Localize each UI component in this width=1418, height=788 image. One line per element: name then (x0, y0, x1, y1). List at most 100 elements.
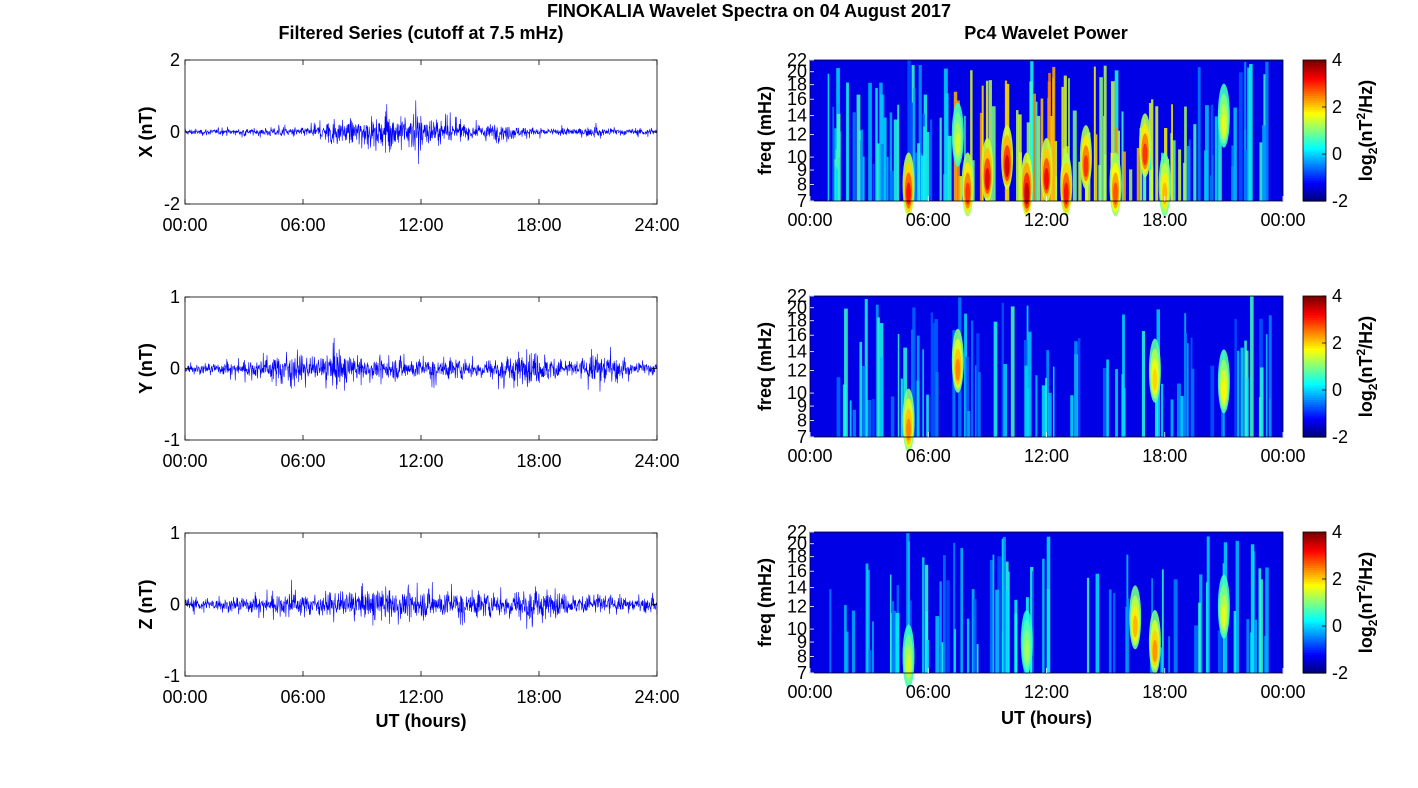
y-tick-label: 10 (787, 147, 807, 167)
colorbar-segment (1303, 321, 1326, 325)
colorbar-segment (1303, 560, 1326, 564)
colorbar-segment (1303, 397, 1326, 400)
colorbar-segment (1303, 81, 1326, 85)
colorbar-segment (1303, 626, 1326, 629)
figure-title: FINOKALIA Wavelet Spectra on 04 August 2… (547, 1, 951, 21)
colorbar-segment (1303, 390, 1326, 393)
power-hotspot (1044, 168, 1049, 191)
colorbar-segment (1303, 184, 1326, 188)
colorbar-segment (1303, 614, 1326, 618)
colorbar-segment (1303, 609, 1326, 613)
colorbar-segment (1303, 130, 1326, 134)
power-streak (872, 621, 874, 673)
power-streak (1214, 116, 1218, 201)
colorbar-segment (1303, 189, 1326, 193)
x-tick-label: 12:00 (1024, 210, 1069, 230)
colorbar-tick-label: 0 (1332, 616, 1342, 636)
colorbar-segment (1303, 548, 1326, 552)
power-streak (988, 80, 992, 201)
power-streak (1210, 365, 1215, 437)
power-hotspot (906, 654, 911, 677)
colorbar-segment (1303, 69, 1326, 73)
colorbar-frame (1302, 59, 1327, 202)
colorbar-segment (1303, 665, 1326, 669)
colorbar-segment (1303, 427, 1326, 431)
power-streak (1122, 314, 1125, 437)
colorbar-segment (1303, 649, 1326, 653)
colorbar-segment (1303, 182, 1326, 186)
power-streak (862, 365, 866, 437)
power-streak (1151, 99, 1154, 201)
y-tick-label: 10 (787, 383, 807, 403)
power-streak (1016, 110, 1019, 201)
power-streak (1176, 383, 1181, 437)
power-streak (910, 102, 913, 201)
power-streak (1086, 577, 1090, 673)
colorbar-segment (1303, 90, 1326, 94)
colorbar-segment (1303, 651, 1326, 655)
power-hotspot (1152, 640, 1158, 663)
colorbar-segment (1303, 99, 1326, 103)
y-tick-label: -2 (164, 194, 180, 214)
power-streak (875, 87, 878, 201)
colorbar-segment (1303, 107, 1326, 110)
colorbar-segment (1303, 191, 1326, 195)
x-tick-label: 24:00 (634, 215, 679, 235)
x-tick-label: 06:00 (906, 446, 951, 466)
power-streak (967, 411, 971, 437)
y-tick-label: 0 (170, 359, 180, 379)
colorbar-segment (1303, 539, 1326, 542)
power-streak (1008, 571, 1010, 673)
x-tick-label: 00:00 (1260, 446, 1305, 466)
power-streak (1106, 359, 1109, 437)
x-tick-label: 18:00 (1142, 210, 1187, 230)
power-hotspot (965, 182, 971, 205)
power-streak (958, 176, 963, 201)
power-streak (1238, 72, 1243, 201)
power-streak (1124, 388, 1126, 437)
colorbar-segment (1303, 170, 1326, 174)
colorbar-tick-label: -2 (1332, 191, 1348, 211)
colorbar-segment (1303, 543, 1326, 547)
colorbar-segment (1303, 586, 1326, 589)
power-streak (1249, 63, 1253, 202)
colorbar-label: log2(nT2/Hz) (1354, 552, 1380, 653)
colorbar-tick-label: 4 (1332, 50, 1342, 70)
colorbar-segment (1303, 83, 1326, 87)
power-streak (1172, 140, 1176, 201)
colorbar-segment (1303, 149, 1326, 153)
power-streak (1048, 392, 1052, 437)
x-tick-label: 00:00 (1260, 210, 1305, 230)
power-streak (1063, 75, 1067, 201)
colorbar-segment (1303, 557, 1326, 561)
power-streak (1045, 377, 1047, 437)
power-streak (1033, 93, 1036, 201)
y-axis-label: Y (nT) (136, 343, 156, 394)
colorbar-tick-label: 4 (1332, 286, 1342, 306)
power-streak (976, 644, 979, 673)
power-streak (1240, 347, 1244, 437)
power-streak (1258, 397, 1261, 437)
colorbar-label-part: 2 (1366, 383, 1380, 390)
power-streak (1035, 375, 1038, 437)
colorbar-label-part: log (1356, 626, 1376, 653)
colorbar-segment (1303, 562, 1326, 566)
colorbar-tick-label: -2 (1332, 427, 1348, 447)
power-streak (880, 144, 884, 201)
power-streak (1259, 579, 1263, 673)
colorbar-segment (1303, 602, 1326, 606)
power-streak (931, 322, 936, 437)
power-streak (897, 104, 900, 201)
power-streak (1170, 133, 1173, 201)
colorbar-segment (1303, 564, 1326, 568)
x-axis-label: UT (hours) (376, 711, 467, 731)
power-streak (1186, 145, 1190, 201)
power-streak (913, 88, 916, 201)
power-streak (939, 117, 942, 201)
x-tick-label: 00:00 (787, 446, 832, 466)
right-column-title: Pc4 Wavelet Power (964, 23, 1127, 43)
power-streak (947, 135, 952, 201)
colorbar-segment (1303, 593, 1326, 597)
x-tick-label: 18:00 (516, 215, 561, 235)
